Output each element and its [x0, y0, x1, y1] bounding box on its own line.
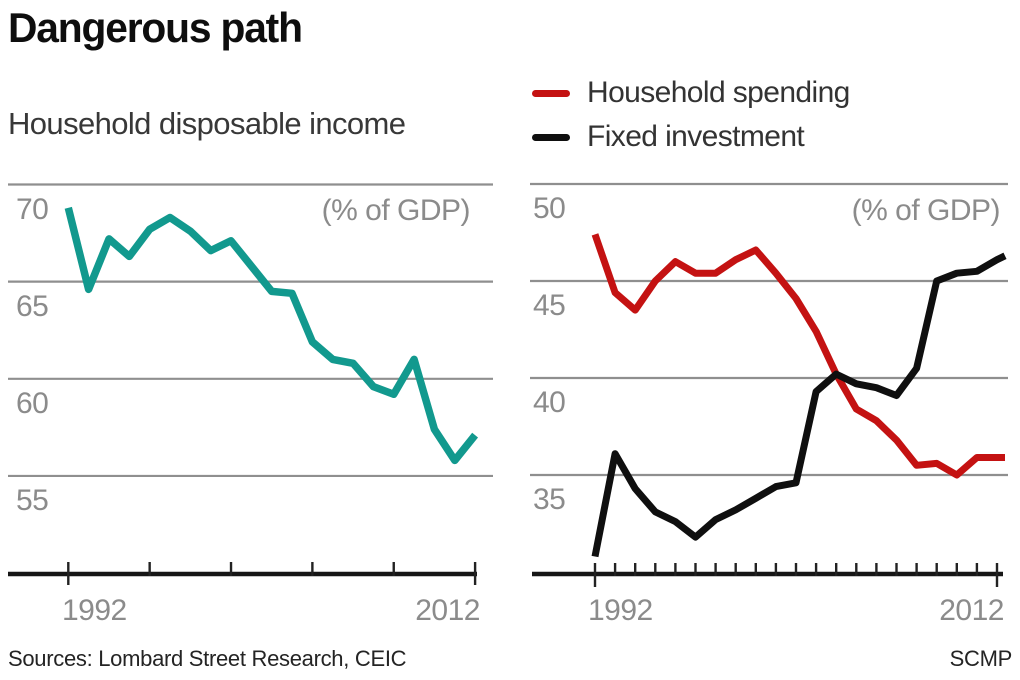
legend-swatch-household-spending-icon — [532, 89, 570, 97]
x-axis-label-2012: 2012 — [415, 594, 480, 627]
y-axis-label-60: 60 — [16, 386, 49, 420]
left-chart-subtitle: Household disposable income — [8, 106, 406, 141]
legend: Household spending Fixed investment — [532, 71, 850, 159]
unit-label: (% of GDP) — [321, 194, 471, 227]
credit-note: SCMP — [949, 646, 1013, 671]
legend-item-fixed-investment: Fixed investment — [532, 115, 850, 159]
unit-label: (% of GDP) — [851, 194, 1001, 227]
legend-swatch-fixed-investment-icon — [532, 133, 570, 141]
page-title: Dangerous path — [8, 4, 303, 51]
y-axis-label-35: 35 — [533, 483, 566, 516]
household-disposable-income-line — [64, 206, 479, 465]
x-axis-label-1992: 1992 — [588, 594, 653, 627]
fixed-investment-line — [591, 252, 1007, 558]
y-axis-label-50: 50 — [533, 192, 566, 225]
legend-item-household-spending: Household spending — [532, 71, 850, 115]
y-axis-label-65: 65 — [16, 289, 49, 323]
y-axis-label-40: 40 — [533, 386, 566, 419]
legend-label-household-spending: Household spending — [587, 76, 850, 109]
right-chart — [530, 182, 1008, 587]
y-axis-label-70: 70 — [16, 192, 49, 226]
x-axis-label-2012: 2012 — [939, 594, 1004, 627]
left-chart — [8, 183, 493, 585]
sources-note: Sources: Lombard Street Research, CEIC — [8, 646, 407, 671]
y-axis-label-45: 45 — [533, 289, 566, 322]
y-axis-label-55: 55 — [16, 483, 49, 517]
household-spending-line — [591, 233, 1005, 479]
legend-label-fixed-investment: Fixed investment — [587, 120, 805, 153]
x-axis-label-1992: 1992 — [62, 594, 127, 627]
